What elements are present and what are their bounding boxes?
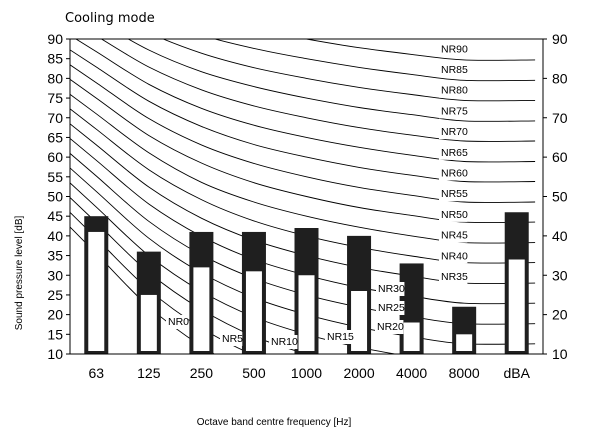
nr-label-bg <box>439 42 468 57</box>
y-tick-label: 85 <box>47 51 63 67</box>
x-tick-label: 4000 <box>396 365 427 381</box>
nr-label-bg <box>439 166 468 181</box>
y-tick-label: 25 <box>47 287 63 303</box>
nr-label-bg <box>325 330 354 344</box>
nr-label-nr25: NR25 <box>378 302 405 314</box>
chart-title: Cooling mode <box>65 11 155 26</box>
nr-label-bg <box>439 207 468 222</box>
y-tick-label-right: 20 <box>552 307 568 323</box>
nr-label-bg <box>220 332 243 346</box>
y-tick-label: 10 <box>47 346 63 362</box>
nr-label-bg <box>376 282 405 296</box>
nr-curve-nr20 <box>70 167 536 345</box>
nr-label-bg <box>439 249 468 264</box>
nr-label-bg <box>439 270 468 284</box>
y-tick-label: 80 <box>47 70 63 86</box>
nr-curve-nr90 <box>303 39 536 61</box>
x-tick-label: 63 <box>88 365 104 381</box>
y-tick-label-right: 70 <box>552 110 568 126</box>
bar-inner <box>456 334 473 351</box>
nr-curve-nr5 <box>70 211 253 354</box>
y-tick-label-right: 90 <box>552 31 568 47</box>
x-tick-label: 1000 <box>291 365 322 381</box>
nr-curve-nr70 <box>100 39 536 142</box>
nr-curve-nr75 <box>127 39 536 122</box>
nr-label-nr5: NR5 <box>222 333 243 345</box>
nr-label-bg <box>269 335 298 349</box>
nr-label-bg <box>439 104 468 119</box>
nr-label-nr50: NR50 <box>441 209 468 221</box>
x-tick-label: 500 <box>242 365 266 381</box>
y-axis-label: Sound pressure level [dB] <box>14 216 25 331</box>
nr-label-nr55: NR55 <box>441 188 468 200</box>
nr-curve-nr80 <box>162 39 536 102</box>
nr-label-bg <box>439 228 468 243</box>
x-tick-label: 125 <box>137 365 161 381</box>
y-tick-label: 40 <box>47 228 63 244</box>
nr-label-nr70: NR70 <box>441 126 468 138</box>
nr-label-bg <box>166 315 189 329</box>
y-tick-label: 15 <box>47 326 63 342</box>
nr-label-nr60: NR60 <box>441 168 468 180</box>
y-tick-label: 90 <box>47 31 63 47</box>
y-tick-label: 50 <box>47 189 63 205</box>
nr-curve-nr30 <box>70 137 536 305</box>
nr-curve-nr15 <box>70 182 398 354</box>
y-tick-label: 60 <box>47 149 63 165</box>
nr-label-nr30: NR30 <box>378 283 405 295</box>
bar-inner <box>508 259 525 351</box>
bar-inner <box>298 275 315 351</box>
nr-label-bg <box>375 320 404 334</box>
y-tick-label: 35 <box>47 248 63 264</box>
nr-label-bg <box>376 301 405 315</box>
x-tick-label: 250 <box>190 365 214 381</box>
x-tick-label: dBA <box>503 365 530 381</box>
nr-label-nr80: NR80 <box>441 85 468 97</box>
nr-curve-nr85 <box>213 39 536 82</box>
y-tick-label: 20 <box>47 307 63 323</box>
nr-label-nr90: NR90 <box>441 43 468 55</box>
y-tick-label-right: 60 <box>552 149 568 165</box>
nr-label-nr75: NR75 <box>441 105 468 117</box>
y-tick-label: 75 <box>47 90 63 106</box>
y-tick-label-right: 10 <box>552 346 568 362</box>
nr-label-nr40: NR40 <box>441 250 468 262</box>
x-axis-label: Octave band centre frequency [Hz] <box>197 417 352 428</box>
x-tick-label: 2000 <box>343 365 374 381</box>
y-tick-label: 55 <box>47 169 63 185</box>
nr-label-nr85: NR85 <box>441 64 468 76</box>
nr-label-nr45: NR45 <box>441 230 468 242</box>
nr-curve-nr25 <box>70 152 536 325</box>
nr-label-bg <box>439 125 468 140</box>
x-tick-label: 8000 <box>449 365 480 381</box>
nr-label-bg <box>439 63 468 77</box>
nr-label-nr10: NR10 <box>271 336 298 348</box>
bar-inner <box>403 322 420 351</box>
nr-label-nr20: NR20 <box>377 321 404 333</box>
bar-inner <box>88 231 105 351</box>
nr-label-nr0: NR0 <box>168 316 189 328</box>
bar-inner <box>351 291 368 351</box>
nr-label-nr65: NR65 <box>441 147 468 159</box>
y-tick-label-right: 30 <box>552 267 568 283</box>
bar-inner <box>193 267 210 351</box>
nr-label-nr15: NR15 <box>327 331 354 343</box>
nr-label-bg <box>439 83 468 98</box>
y-tick-label: 70 <box>47 110 63 126</box>
bar-inner <box>140 294 157 351</box>
y-tick-label-right: 50 <box>552 189 568 205</box>
nr-curve-nr0 <box>70 226 216 354</box>
y-tick-label-right: 80 <box>552 70 568 86</box>
nr-label-bg <box>439 145 468 160</box>
nr-label-nr35: NR35 <box>441 271 468 283</box>
y-tick-label: 45 <box>47 208 63 224</box>
y-tick-label-right: 40 <box>552 228 568 244</box>
nr-label-bg <box>439 187 468 202</box>
bar-inner <box>245 271 262 351</box>
y-tick-label: 65 <box>47 129 63 145</box>
y-tick-label: 30 <box>47 267 63 283</box>
